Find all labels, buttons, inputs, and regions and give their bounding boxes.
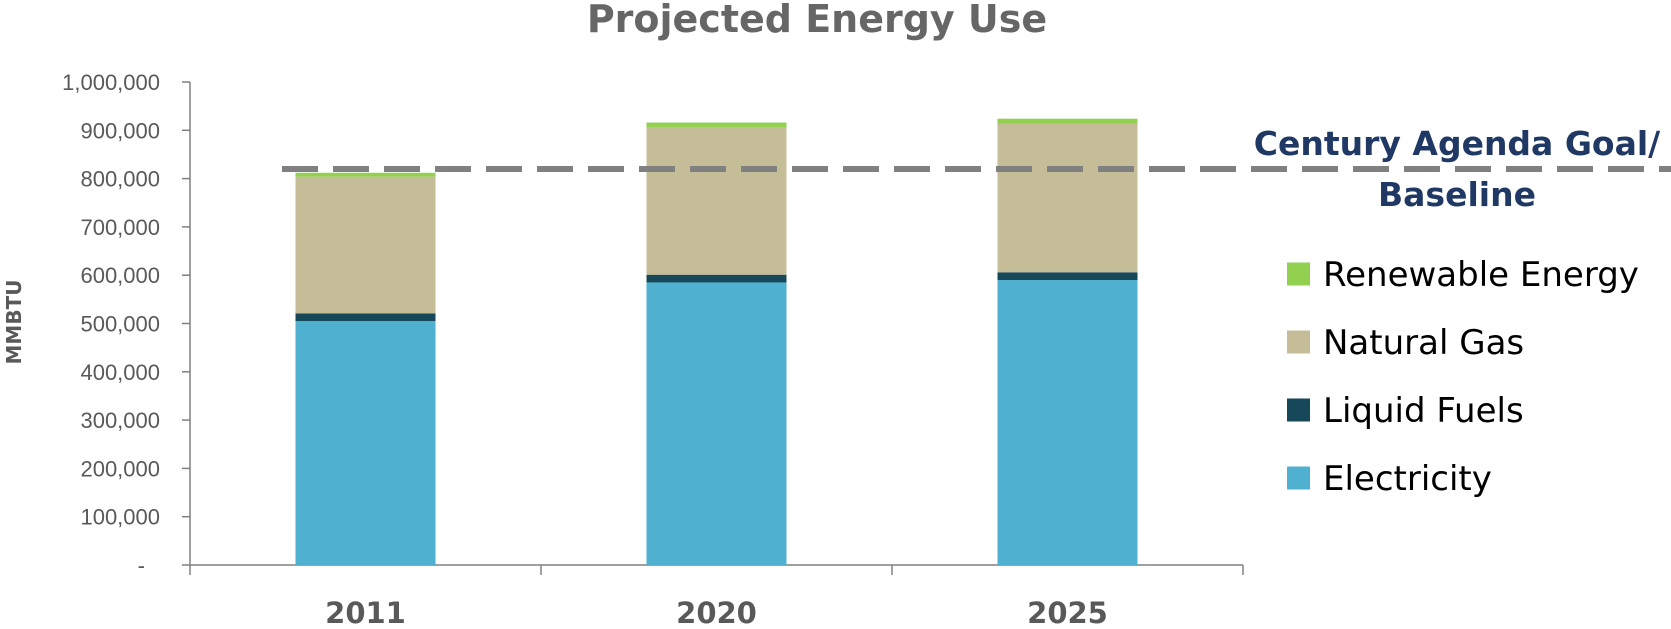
legend-item-liquid-fuels: Liquid Fuels — [1287, 391, 1524, 431]
y-tick-label: 800,000 — [80, 167, 160, 192]
bar-segment-natural-gas — [646, 127, 787, 275]
legend-label: Liquid Fuels — [1323, 391, 1524, 431]
y-axis: - 100,000 200,000 300,000 400,000 500,000 600,… — [62, 70, 191, 578]
bar-stack-2025 — [997, 118, 1138, 565]
bar-segment-electricity — [295, 321, 436, 565]
bar-segment-liquid-fuels — [646, 274, 787, 283]
legend-swatch — [1287, 330, 1310, 354]
y-tick-label: 700,000 — [80, 215, 160, 240]
x-tick-label: 2011 — [325, 596, 406, 629]
legend-item-renewable-energy: Renewable Energy — [1287, 255, 1639, 295]
y-tick-label: 300,000 — [80, 408, 160, 433]
bar-segment-liquid-fuels — [295, 313, 436, 322]
bar-segment-renewable-energy — [997, 118, 1138, 124]
legend-label: Renewable Energy — [1323, 255, 1639, 295]
bar-segment-natural-gas — [997, 123, 1138, 273]
legend: Renewable Energy Natural Gas Liquid Fuels E… — [1287, 255, 1639, 499]
y-tick-label: 600,000 — [80, 263, 160, 288]
bar-segment-natural-gas — [295, 176, 436, 314]
bar-segment-renewable-energy — [295, 172, 436, 177]
y-tick-label: 900,000 — [80, 118, 160, 143]
legend-item-electricity: Electricity — [1287, 459, 1492, 499]
legend-swatch — [1287, 466, 1310, 490]
x-tick-label: 2025 — [1027, 596, 1108, 629]
legend-swatch — [1287, 398, 1310, 422]
legend-label: Electricity — [1323, 459, 1492, 499]
legend-swatch — [1287, 262, 1310, 286]
y-tick-label: 100,000 — [80, 505, 160, 530]
y-tick-label: - — [138, 553, 145, 578]
y-axis-label: MMBTU — [2, 280, 26, 365]
y-tick-label: 1,000,000 — [62, 70, 160, 95]
legend-label: Natural Gas — [1323, 323, 1524, 363]
y-tick-label: 500,000 — [80, 312, 160, 337]
bar-stack-2011 — [295, 172, 436, 565]
x-tick-label: 2020 — [676, 596, 757, 629]
bar-stacks — [295, 118, 1138, 565]
chart-title: Projected Energy Use — [587, 0, 1047, 41]
bar-stack-2020 — [646, 122, 787, 565]
y-tick-label: 200,000 — [80, 456, 160, 481]
bar-segment-electricity — [646, 282, 787, 565]
legend-item-natural-gas: Natural Gas — [1287, 323, 1524, 363]
x-axis: 2011 2020 2025 — [189, 564, 1244, 629]
goal-label-line1: Century Agenda Goal/ — [1254, 124, 1661, 163]
goal-label-line2: Baseline — [1378, 175, 1536, 214]
bar-segment-renewable-energy — [646, 122, 787, 128]
y-tick-label: 400,000 — [80, 360, 160, 385]
bar-segment-liquid-fuels — [997, 272, 1138, 281]
bar-segment-electricity — [997, 280, 1138, 565]
